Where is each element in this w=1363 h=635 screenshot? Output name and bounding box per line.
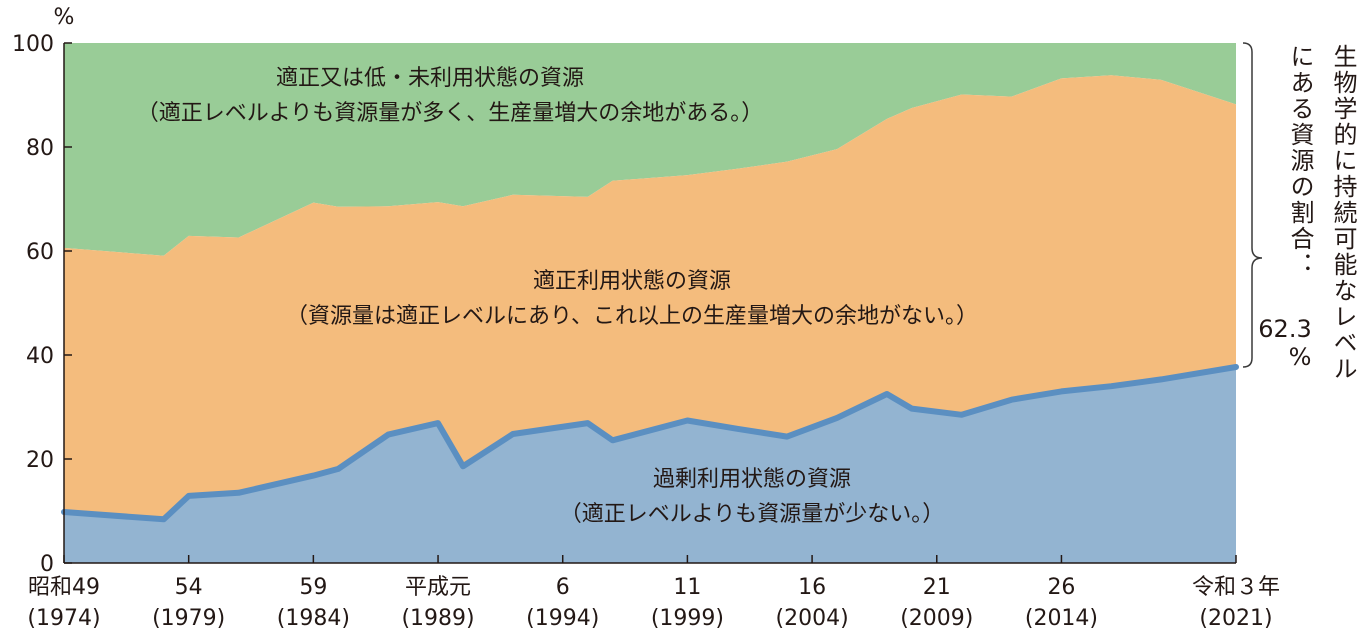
- y-tick-label: 60: [26, 240, 54, 265]
- area-underexploited: [64, 43, 1236, 256]
- y-tick-label: 80: [26, 136, 54, 161]
- x-tick-label-era: 11: [673, 575, 701, 600]
- x-tick-label-year: (1994): [526, 606, 599, 631]
- x-tick-label-era: 59: [299, 575, 327, 600]
- annotation-unit: %: [1289, 343, 1312, 371]
- region-title-underexploited: 適正又は低・未利用状態の資源: [276, 66, 584, 91]
- y-axis-unit: %: [54, 5, 75, 30]
- axes: [63, 43, 1236, 564]
- region-label-underexploited: 適正又は低・未利用状態の資源 （適正レベルよりも資源量が多く、生産量増大の余地が…: [137, 66, 764, 126]
- x-tick-label-year: (2014): [1025, 606, 1098, 631]
- x-tick-label-year: (1979): [152, 606, 225, 631]
- x-tick-label-year: (2021): [1199, 606, 1272, 631]
- area-overexploited: [64, 367, 1236, 563]
- x-tick-label-era: 6: [556, 575, 570, 600]
- sustainable-share-brace: [1242, 42, 1263, 368]
- region-sub-overexploited: （適正レベルよりも資源量が少ない。）: [560, 502, 945, 527]
- y-tick-label: 20: [26, 448, 54, 473]
- x-axis-ticks: 昭和49 (1974) 54 (1979) 59 (1984) 平成元 (1989) 6 (199…: [27, 555, 1280, 631]
- region-label-sustainable: 適正利用状態の資源 （資源量は適正レベルにあり、これ以上の生産量増大の余地がない…: [286, 269, 978, 329]
- annotation-value: 62.3: [1258, 315, 1311, 343]
- region-title-sustainable: 適正利用状態の資源: [533, 269, 731, 294]
- y-axis-ticks: 0 20 40 60 80 100: [12, 32, 72, 577]
- x-tick-label-year: (1974): [27, 606, 100, 631]
- annotation-line-1: 生物学的に持続可能なレベル: [1329, 44, 1357, 382]
- x-tick-label-year: (2009): [900, 606, 973, 631]
- x-tick-label-era: 昭和49: [28, 575, 100, 600]
- annotation-line-2: にある資源の割合：: [1286, 44, 1314, 278]
- sustainable-share-annotation: 生物学的に持続可能なレベル にある資源の割合： 62.3 %: [1258, 44, 1357, 382]
- y-tick-label: 40: [26, 344, 54, 369]
- x-tick-label-year: (1984): [277, 606, 350, 631]
- region-title-overexploited: 過剰利用状態の資源: [653, 467, 851, 492]
- plot-areas: [64, 43, 1236, 563]
- x-tick-label-era: 54: [175, 575, 203, 600]
- region-sub-sustainable: （資源量は適正レベルにあり、これ以上の生産量増大の余地がない。）: [286, 304, 978, 329]
- x-tick-label-year: (1999): [651, 606, 724, 631]
- x-tick-label-era: 令和３年: [1192, 575, 1280, 600]
- x-tick-label-era: 平成元: [405, 575, 471, 600]
- x-tick-label-year: (1989): [401, 606, 474, 631]
- y-tick-label: 100: [12, 32, 54, 57]
- region-label-overexploited: 過剰利用状態の資源 （適正レベルよりも資源量が少ない。）: [560, 467, 945, 527]
- x-tick-label-era: 21: [923, 575, 951, 600]
- y-tick-label: 0: [40, 552, 54, 577]
- region-sub-underexploited: （適正レベルよりも資源量が多く、生産量増大の余地がある。）: [137, 101, 764, 126]
- area-sustainable: [64, 75, 1236, 520]
- x-tick-label-era: 16: [798, 575, 826, 600]
- x-tick-label-year: (2004): [776, 606, 849, 631]
- overexploited-series-line: [61, 364, 1239, 523]
- x-tick-label-era: 26: [1047, 575, 1075, 600]
